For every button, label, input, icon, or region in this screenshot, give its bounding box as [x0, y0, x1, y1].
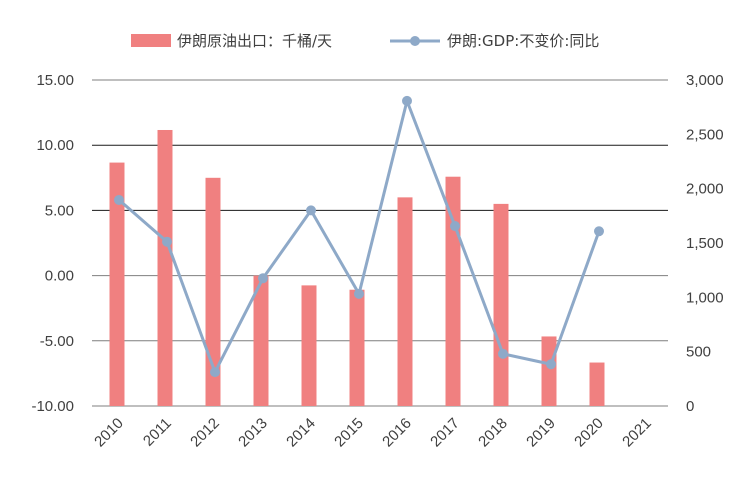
right-tick-label: 2,500	[686, 126, 724, 143]
left-tick-label: 0.00	[45, 268, 74, 285]
right-tick-label: 0	[686, 398, 694, 415]
right-tick-label: 1,000	[686, 289, 724, 306]
x-tick-label: 2010	[91, 415, 127, 451]
left-tick-label: 15.00	[36, 72, 74, 89]
x-tick-label: 2019	[523, 415, 559, 451]
bar-2019	[541, 336, 557, 406]
bar-2014	[301, 285, 317, 406]
gdp-point-2012	[210, 367, 220, 378]
gridlines	[92, 79, 668, 407]
gdp-point-2016	[402, 95, 412, 106]
x-tick-label: 2020	[571, 415, 607, 451]
bar-2011	[157, 129, 173, 406]
left-axis-ticks: -10.00 -5.00 0.00 5.00 10.00 15.00	[31, 72, 74, 415]
gdp-point-2015	[354, 288, 364, 299]
right-tick-label: 3,000	[686, 72, 724, 89]
gdp-point-2014	[306, 205, 316, 216]
bar-2015	[349, 289, 365, 406]
legend-bar-swatch	[131, 34, 171, 47]
x-tick-label: 2012	[187, 415, 223, 451]
bar-2016	[397, 197, 413, 406]
x-axis-ticks: 2010 2011 2012 2013 2014 2015 2016 2017 2018 2019…	[91, 415, 655, 451]
gdp-point-2013	[258, 273, 268, 284]
left-tick-label: 10.00	[36, 137, 74, 154]
gdp-point-2017	[450, 221, 460, 232]
x-tick-label: 2015	[331, 415, 367, 451]
x-tick-label: 2021	[619, 415, 655, 451]
legend-bar-label: 伊朗原油出口：千桶/天	[177, 32, 332, 50]
gdp-point-2020	[594, 226, 604, 237]
line-series	[114, 95, 604, 378]
bar-2012	[205, 177, 221, 406]
gdp-point-2011	[162, 236, 172, 247]
left-tick-label: 5.00	[45, 202, 74, 219]
right-tick-label: 500	[686, 344, 711, 361]
left-tick-label: -5.00	[40, 333, 74, 350]
gdp-point-2019	[546, 359, 556, 370]
x-tick-label: 2018	[475, 415, 511, 451]
right-tick-label: 2,000	[686, 181, 724, 198]
gdp-point-2010	[114, 194, 124, 205]
x-tick-label: 2016	[379, 415, 415, 451]
legend-line-marker	[410, 36, 420, 46]
x-tick-label: 2013	[235, 415, 271, 451]
gdp-point-2018	[498, 348, 508, 359]
legend-line-label: 伊朗:GDP:不变价:同比	[447, 32, 599, 50]
x-tick-label: 2014	[283, 415, 319, 451]
left-tick-label: -10.00	[31, 398, 74, 415]
right-axis-ticks: 0 500 1,000 1,500 2,000 2,500 3,000	[686, 72, 724, 415]
right-tick-label: 1,500	[686, 235, 724, 252]
legend: 伊朗原油出口：千桶/天 伊朗:GDP:不变价:同比	[131, 32, 599, 50]
x-tick-label: 2011	[140, 415, 175, 450]
x-tick-label: 2017	[427, 415, 463, 451]
bar-2010	[109, 162, 125, 406]
bar-series	[109, 129, 605, 406]
bar-2013	[253, 275, 269, 406]
bar-2020	[589, 362, 605, 406]
bar-2018	[493, 203, 509, 406]
